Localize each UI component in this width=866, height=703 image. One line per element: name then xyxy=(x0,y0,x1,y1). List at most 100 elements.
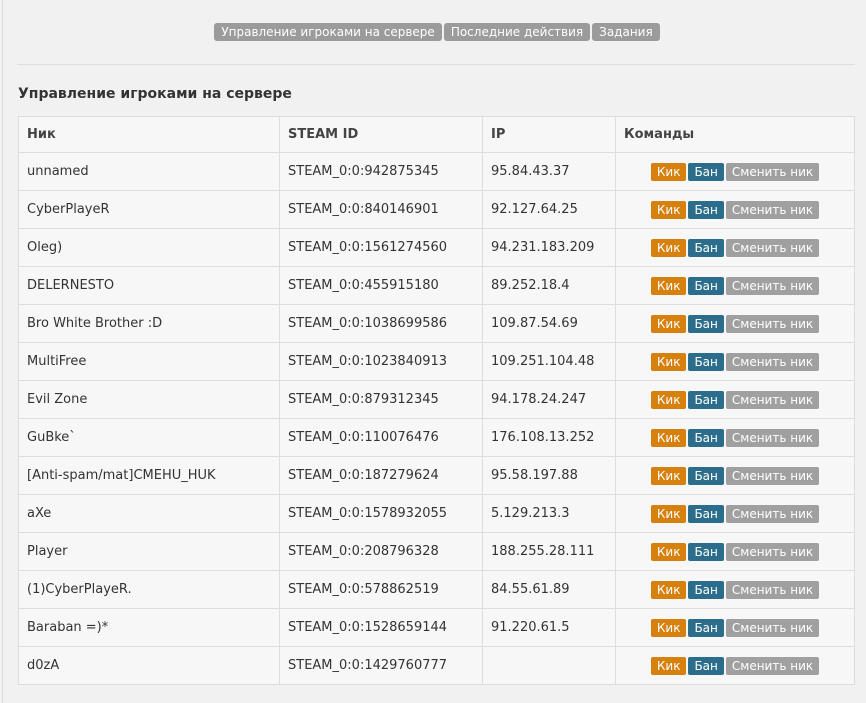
action-button[interactable]: Сменить ник xyxy=(725,618,820,637)
players-table: Ник STEAM ID IP Команды unnamed STEAM_0:0:942… xyxy=(18,116,855,685)
commands-cell: Кик Бан Сменить ник xyxy=(615,532,855,571)
action-button[interactable]: Кик xyxy=(650,314,687,333)
action-button[interactable]: Кик xyxy=(650,428,687,447)
action-button[interactable]: Сменить ник xyxy=(725,504,820,523)
action-button[interactable]: Сменить ник xyxy=(725,580,820,599)
cell: STEAM_0:0:1023840913 xyxy=(279,342,483,381)
player-row: DELERNESTO STEAM_0:0:455915180 89.252.18.4… xyxy=(18,266,855,305)
player-row: d0zA STEAM_0:0:1429760777 Кик Бан Сменить ни… xyxy=(18,646,855,685)
tab[interactable]: Задания xyxy=(592,23,660,41)
action-button[interactable]: Бан xyxy=(688,428,724,447)
player-row: Player STEAM_0:0:208796328 188.255.28.111 К… xyxy=(18,532,855,571)
cell: (1)CyberPlayeR. xyxy=(18,570,280,609)
cell: Player xyxy=(18,532,280,571)
action-button[interactable]: Бан xyxy=(688,504,724,523)
action-button[interactable]: Бан xyxy=(688,352,724,371)
cell: STEAM_0:0:187279624 xyxy=(279,456,483,495)
cell: 176.108.13.252 xyxy=(482,418,616,457)
tab[interactable]: Управление игроками на сервере xyxy=(214,23,442,41)
action-button[interactable]: Сменить ник xyxy=(725,542,820,561)
action-button[interactable]: Бан xyxy=(688,618,724,637)
cell: STEAM_0:0:110076476 xyxy=(279,418,483,457)
cell: 188.255.28.111 xyxy=(482,532,616,571)
commands-cell: Кик Бан Сменить ник xyxy=(615,646,855,685)
cell: STEAM_0:0:879312345 xyxy=(279,380,483,419)
cell: [Anti-spam/mat]CMEHU_HUK xyxy=(18,456,280,495)
divider xyxy=(17,64,855,65)
cell: Baraban =)* xyxy=(18,608,280,647)
cell: STEAM_0:0:1038699586 xyxy=(279,304,483,343)
action-button[interactable]: Кик xyxy=(650,352,687,371)
action-button[interactable]: Кик xyxy=(650,504,687,523)
tab-bar: Управление игроками на сервере Последние … xyxy=(3,23,866,41)
action-button[interactable]: Сменить ник xyxy=(725,656,820,675)
action-button[interactable]: Сменить ник xyxy=(725,390,820,409)
cell: Evil Zone xyxy=(18,380,280,419)
cell: 109.87.54.69 xyxy=(482,304,616,343)
action-button[interactable]: Сменить ник xyxy=(725,200,820,219)
action-button[interactable]: Кик xyxy=(650,276,687,295)
action-button[interactable]: Кик xyxy=(650,466,687,485)
cell: DELERNESTO xyxy=(18,266,280,305)
cell: STEAM_0:0:1429760777 xyxy=(279,646,483,685)
action-button[interactable]: Кик xyxy=(650,200,687,219)
commands-cell: Кик Бан Сменить ник xyxy=(615,380,855,419)
cell: STEAM_0:0:1578932055 xyxy=(279,494,483,533)
action-button[interactable]: Сменить ник xyxy=(725,276,820,295)
action-button[interactable]: Бан xyxy=(688,162,724,181)
action-button[interactable]: Бан xyxy=(688,276,724,295)
commands-cell: Кик Бан Сменить ник xyxy=(615,190,855,229)
column-header: Команды xyxy=(615,116,855,153)
action-button[interactable]: Сменить ник xyxy=(725,428,820,447)
commands-cell: Кик Бан Сменить ник xyxy=(615,608,855,647)
section-title: Управление игроками на сервере xyxy=(18,86,292,102)
cell: 5.129.213.3 xyxy=(482,494,616,533)
player-row: Bro White Brother :D STEAM_0:0:1038699586… xyxy=(18,304,855,343)
action-button[interactable]: Бан xyxy=(688,390,724,409)
cell: 95.84.43.37 xyxy=(482,152,616,191)
cell: unnamed xyxy=(18,152,280,191)
commands-cell: Кик Бан Сменить ник xyxy=(615,570,855,609)
action-button[interactable]: Бан xyxy=(688,238,724,257)
commands-cell: Кик Бан Сменить ник xyxy=(615,494,855,533)
action-button[interactable]: Сменить ник xyxy=(725,238,820,257)
action-button[interactable]: Сменить ник xyxy=(725,466,820,485)
tab[interactable]: Последние действия xyxy=(443,23,591,41)
cell: MultiFree xyxy=(18,342,280,381)
action-button[interactable]: Сменить ник xyxy=(725,314,820,333)
action-button[interactable]: Сменить ник xyxy=(725,352,820,371)
action-button[interactable]: Кик xyxy=(650,656,687,675)
player-row: aXe STEAM_0:0:1578932055 5.129.213.3 Кик Бан… xyxy=(18,494,855,533)
action-button[interactable]: Бан xyxy=(688,580,724,599)
action-button[interactable]: Бан xyxy=(688,314,724,333)
player-row: CyberPlayeR STEAM_0:0:840146901 92.127.64.… xyxy=(18,190,855,229)
action-button[interactable]: Кик xyxy=(650,542,687,561)
action-button[interactable]: Бан xyxy=(688,200,724,219)
player-row: unnamed STEAM_0:0:942875345 95.84.43.37 Кик… xyxy=(18,152,855,191)
cell: 94.178.24.247 xyxy=(482,380,616,419)
cell: 94.231.183.209 xyxy=(482,228,616,267)
commands-cell: Кик Бан Сменить ник xyxy=(615,152,855,191)
commands-cell: Кик Бан Сменить ник xyxy=(615,266,855,305)
cell: GuBke` xyxy=(18,418,280,457)
commands-cell: Кик Бан Сменить ник xyxy=(615,342,855,381)
cell: 91.220.61.5 xyxy=(482,608,616,647)
action-button[interactable]: Бан xyxy=(688,542,724,561)
action-button[interactable]: Бан xyxy=(688,656,724,675)
action-button[interactable]: Кик xyxy=(650,580,687,599)
player-row: [Anti-spam/mat]CMEHU_HUK STEAM_0:0:187279… xyxy=(18,456,855,495)
cell: STEAM_0:0:1561274560 xyxy=(279,228,483,267)
cell: 89.252.18.4 xyxy=(482,266,616,305)
action-button[interactable]: Сменить ник xyxy=(725,162,820,181)
player-row: MultiFree STEAM_0:0:1023840913 109.251.104… xyxy=(18,342,855,381)
commands-cell: Кик Бан Сменить ник xyxy=(615,456,855,495)
player-row: GuBke` STEAM_0:0:110076476 176.108.13.252 К… xyxy=(18,418,855,457)
cell: aXe xyxy=(18,494,280,533)
action-button[interactable]: Бан xyxy=(688,466,724,485)
action-button[interactable]: Кик xyxy=(650,390,687,409)
action-button[interactable]: Кик xyxy=(650,618,687,637)
cell: 109.251.104.48 xyxy=(482,342,616,381)
action-button[interactable]: Кик xyxy=(650,162,687,181)
action-button[interactable]: Кик xyxy=(650,238,687,257)
cell: STEAM_0:0:840146901 xyxy=(279,190,483,229)
